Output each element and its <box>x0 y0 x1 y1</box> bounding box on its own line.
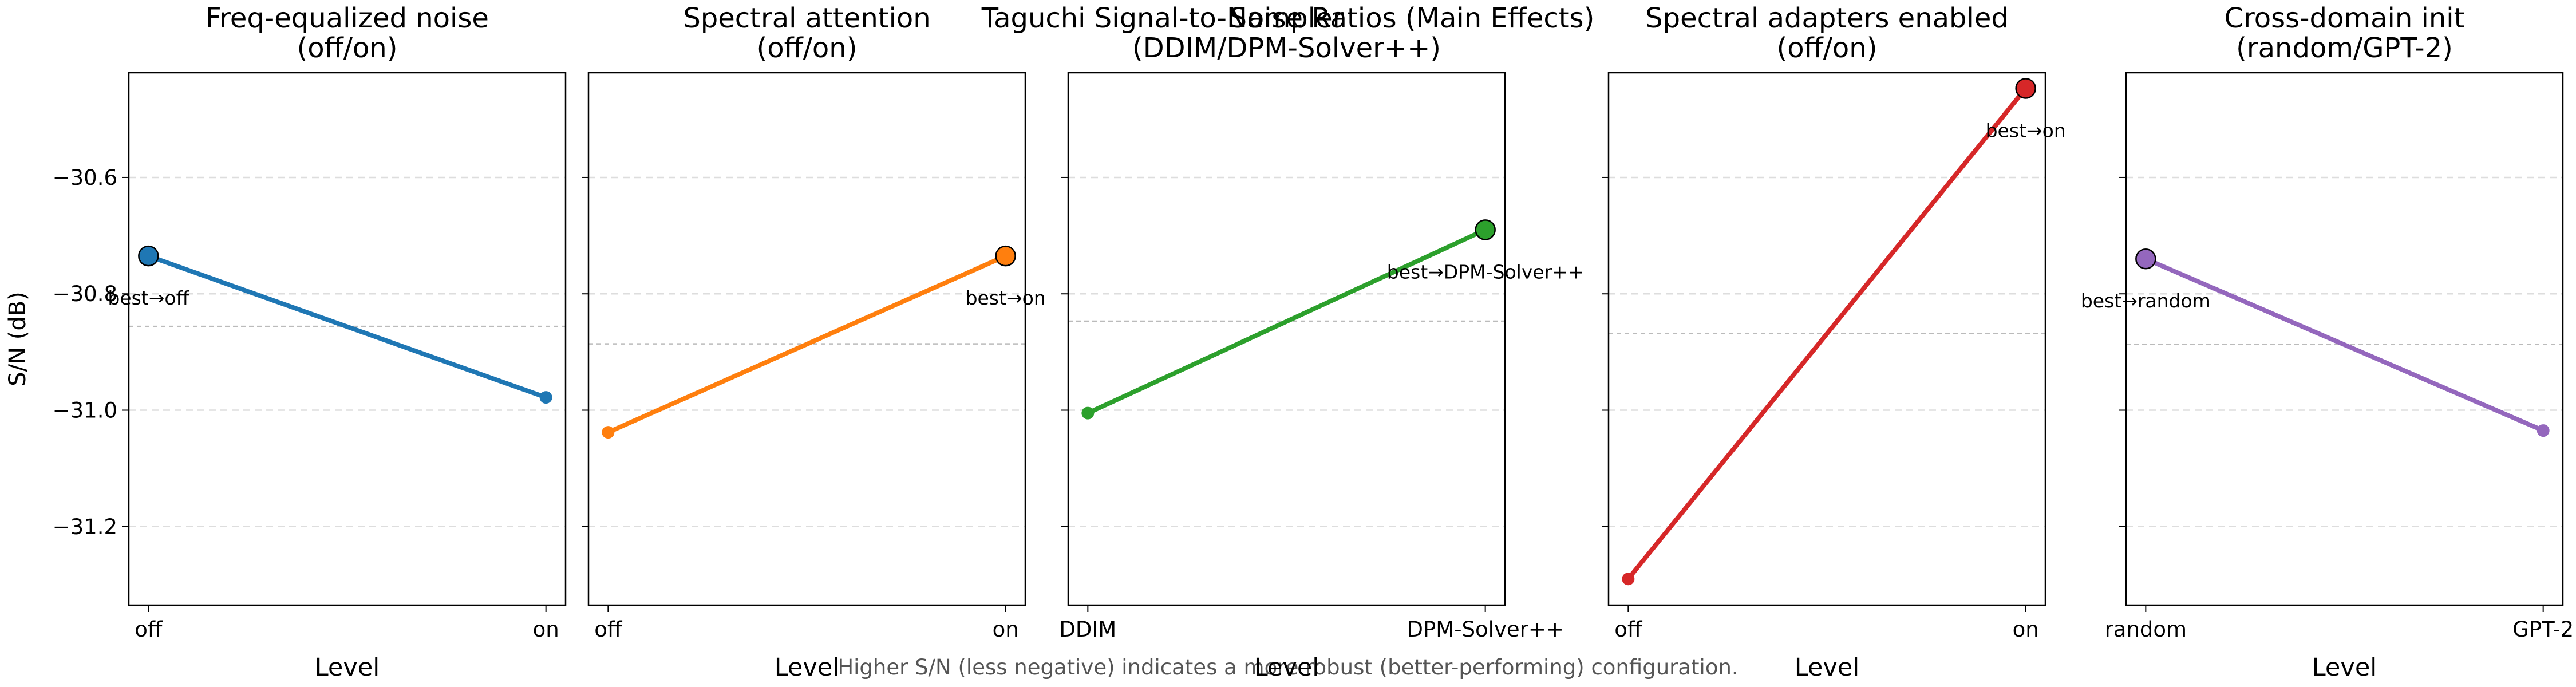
y-tick-label: −31.2 <box>53 515 117 539</box>
x-tick-label: off <box>135 617 163 642</box>
best-annotation: best→DPM-Solver++ <box>1387 260 1584 283</box>
best-data-point <box>2015 78 2036 99</box>
series-line <box>1626 86 2028 581</box>
axes-frame <box>2125 72 2564 606</box>
x-axis-label: Level <box>775 653 840 682</box>
subplot-title: Spectral adapters enabled <box>1645 2 2009 34</box>
data-point <box>602 426 615 439</box>
best-annotation: best→on <box>966 287 1046 309</box>
x-axis-label: Level <box>1795 653 1860 682</box>
x-tick-label: DDIM <box>1059 617 1116 642</box>
x-tick-label: on <box>993 617 1019 642</box>
data-point <box>2537 424 2550 437</box>
subplot-1: −31.2 −31.0 −30.8 −30.6 off on best→off Freq-eq… <box>5 2 567 682</box>
subplot-title-subtext: (random/GPT-2) <box>2236 32 2453 64</box>
data-point <box>1081 406 1095 420</box>
subplot-2: off on best→on Spectral attention(off/on) Le… <box>582 2 1046 682</box>
y-tick-label: −31.0 <box>53 398 117 423</box>
x-axis-label: Level <box>2312 653 2377 682</box>
x-axis-label: Level <box>315 653 380 682</box>
y-tick-label: −30.8 <box>53 282 117 306</box>
best-annotation: best→on <box>1986 119 2066 141</box>
subplot-title: Spectral attention <box>683 2 930 34</box>
subplot-title-subtext: (off/on) <box>757 32 858 64</box>
x-tick-label: DPM-Solver++ <box>1406 617 1563 642</box>
x-tick-label: GPT-2 <box>2512 617 2574 642</box>
axes-frame <box>1067 72 1506 606</box>
data-point <box>1622 572 1635 586</box>
series-line <box>1086 227 1487 416</box>
y-axis-label: S/N (dB) <box>5 291 31 386</box>
subplot-4: off on best→on Spectral adapters enabled(of… <box>1602 2 2066 682</box>
series-line <box>607 254 1007 435</box>
subplot-title: Sampler <box>1230 2 1344 34</box>
best-data-point <box>1475 219 1496 240</box>
x-tick-label: random <box>2105 617 2187 642</box>
axes-frame <box>128 72 567 606</box>
subplot-title-subtext: (off/on) <box>297 32 398 64</box>
subplot-title-subtext: (DDIM/DPM-Solver++) <box>1132 32 1441 64</box>
y-tick-label: −30.6 <box>53 165 117 190</box>
best-annotation: best→random <box>2081 290 2211 312</box>
x-tick-label: on <box>2013 617 2039 642</box>
axes-frame <box>1607 72 2046 606</box>
x-tick-label: off <box>594 617 623 642</box>
subplot-5: random GPT-2 best→random Cross-domain init(… <box>2081 2 2574 682</box>
best-data-point <box>2135 248 2156 270</box>
best-annotation: best→off <box>108 287 189 309</box>
x-tick-label: on <box>533 617 559 642</box>
figure-footnote: Higher S/N (less negative) indicates a m… <box>837 655 1738 680</box>
series-line <box>2144 256 2545 433</box>
best-data-point <box>995 245 1016 267</box>
subplot-title: Cross-domain init <box>2225 2 2465 34</box>
figure-suptitle: Taguchi Signal-to-Noise Ratios (Main Eff… <box>981 2 1595 34</box>
subplot-title: Freq-equalized noise <box>206 2 489 34</box>
x-axis-label: Level <box>1254 653 1319 682</box>
x-tick-label: off <box>1614 617 1643 642</box>
data-point <box>539 391 552 404</box>
axes-frame <box>587 72 1026 606</box>
subplot-3: DDIM DPM-Solver++ best→DPM-Solver++ Sampler… <box>1059 2 1583 682</box>
series-line <box>147 254 547 400</box>
subplots-container: −31.2 −31.0 −30.8 −30.6 off on best→off Freq-eq… <box>5 2 2574 682</box>
subplot-title-subtext: (off/on) <box>1777 32 1878 64</box>
best-data-point <box>138 245 159 267</box>
